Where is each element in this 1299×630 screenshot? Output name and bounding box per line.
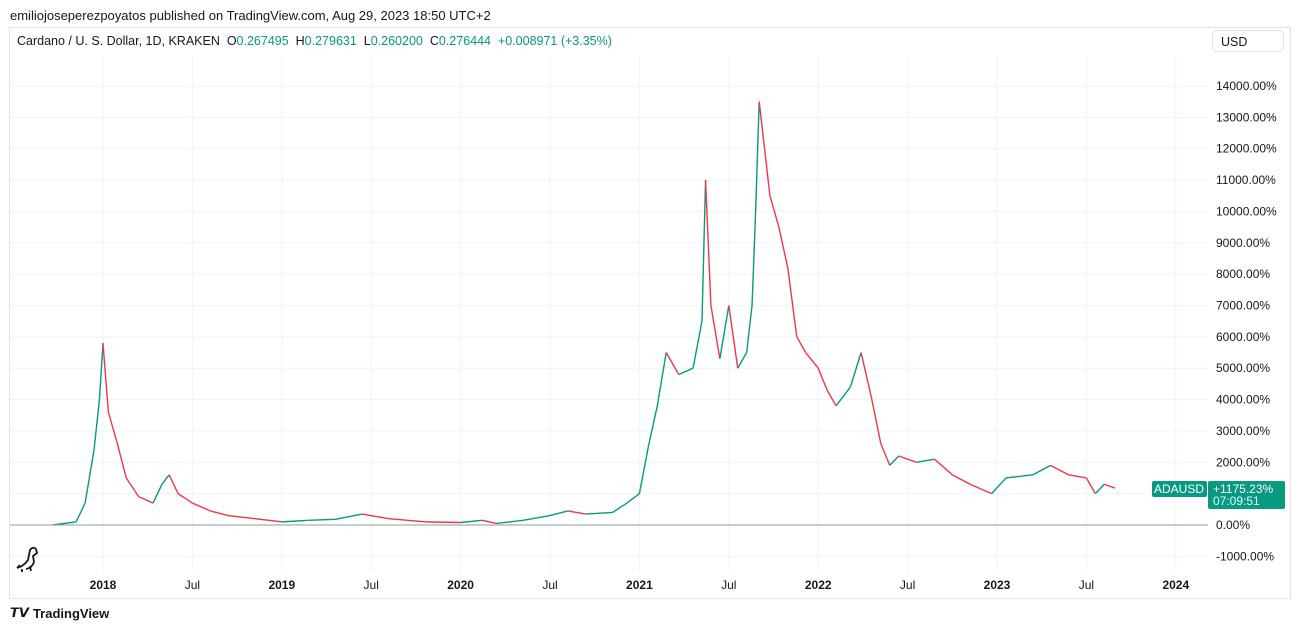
high-value: 0.279631	[304, 34, 357, 48]
chart-frame	[9, 27, 1291, 599]
tv-logo-icon: 𝙏𝙑	[10, 605, 29, 620]
low-label: L	[363, 34, 371, 48]
change-value: +0.008971 (+3.35%)	[497, 34, 612, 48]
open-value: 0.267495	[236, 34, 289, 48]
publisher-line: emiliojoseperezpoyatos published on Trad…	[10, 8, 491, 23]
tradingview-logo[interactable]: 𝙏𝙑 TradingView	[10, 605, 109, 621]
low-value: 0.260200	[370, 34, 423, 48]
ohlc-legend: Cardano / U. S. Dollar, 1D, KRAKEN O0.26…	[17, 34, 612, 48]
open-label: O	[226, 34, 237, 48]
symbol-title: Cardano / U. S. Dollar, 1D, KRAKEN	[17, 34, 220, 48]
currency-selector[interactable]: USD	[1212, 30, 1284, 52]
high-label: H	[295, 34, 305, 48]
close-value: 0.276444	[438, 34, 491, 48]
brand-name: TradingView	[32, 605, 110, 621]
close-label: C	[429, 34, 439, 48]
